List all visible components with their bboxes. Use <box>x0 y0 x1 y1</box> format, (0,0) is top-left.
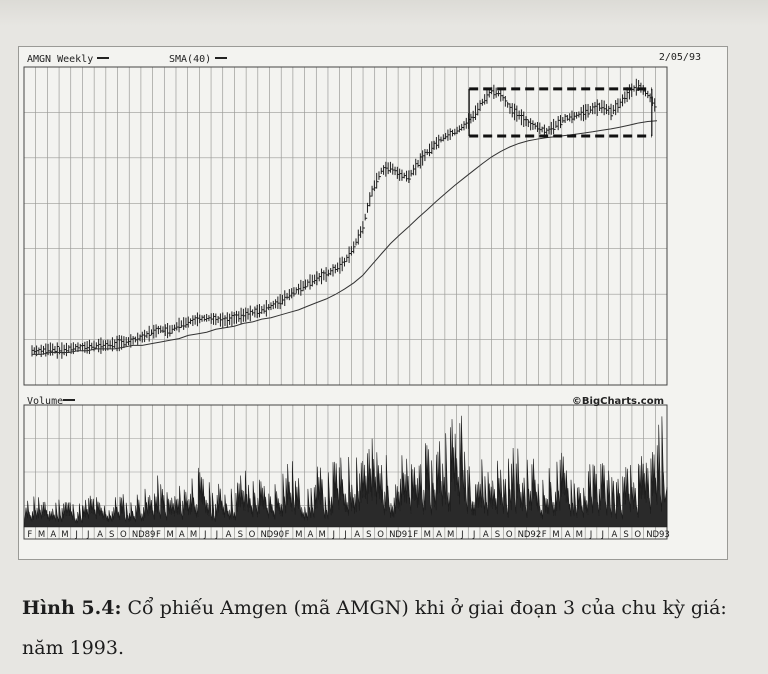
x-tick-label: O <box>506 530 513 540</box>
x-tick-label: A <box>611 530 617 540</box>
price-legend-swatch <box>97 57 109 59</box>
sma-40-line <box>32 120 658 355</box>
x-tick-label: J <box>203 530 207 540</box>
x-tick-label: J <box>600 530 604 540</box>
sma-legend-label: SMA(40) <box>169 54 211 65</box>
price-panel-title: AMGN Weekly <box>27 54 93 65</box>
x-tick-label: F <box>156 530 161 540</box>
x-tick-label: M <box>61 530 68 540</box>
x-tick-label: O <box>249 530 256 540</box>
volume-panel-frame <box>23 404 668 540</box>
x-tick-label: F <box>413 530 418 540</box>
volume-tick-labels: F M A M J J A S O N D89 F M A M J J A S O N D90 F M A M J J A S O N D91 F… <box>27 530 669 540</box>
sma-legend-swatch <box>215 57 227 59</box>
price-series-bars <box>31 78 657 359</box>
volume-area <box>23 415 668 528</box>
volume-legend-swatch <box>63 399 75 401</box>
x-tick-label: A <box>179 530 185 540</box>
x-tick-label: F <box>285 530 290 540</box>
x-tick-label: S <box>495 530 500 540</box>
x-tick-label: O <box>634 530 641 540</box>
x-tick-label: A <box>226 530 232 540</box>
x-tick-label: A <box>565 530 571 540</box>
x-tick-label: M <box>447 530 454 540</box>
x-tick-label: N <box>132 530 138 540</box>
x-tick-label: S <box>623 530 628 540</box>
x-tick-label: O <box>120 530 127 540</box>
x-tick-label: J <box>472 530 476 540</box>
x-tick-label: N <box>518 530 524 540</box>
x-tick-label: J <box>215 530 219 540</box>
x-tick-label: N <box>260 530 266 540</box>
x-tick-label: O <box>377 530 384 540</box>
price-grid <box>24 67 667 385</box>
x-tick-label: A <box>436 530 442 540</box>
x-tick-label: M <box>424 530 431 540</box>
top-range-box <box>468 87 653 138</box>
x-tick-label: J <box>343 530 347 540</box>
page-top-edge <box>0 0 768 26</box>
x-tick-label: A <box>354 530 360 540</box>
x-tick-label: S <box>238 530 243 540</box>
x-tick-label: M <box>552 530 559 540</box>
x-tick-label: A <box>308 530 314 540</box>
x-tick-label: N <box>646 530 652 540</box>
x-tick-label: A <box>50 530 56 540</box>
x-tick-label: S <box>366 530 371 540</box>
x-tick-label: N <box>389 530 395 540</box>
x-tick-label: D89 <box>138 530 155 540</box>
x-tick-label: J <box>86 530 90 540</box>
x-tick-label: F <box>542 530 547 540</box>
x-tick-label: M <box>166 530 173 540</box>
x-tick-label: M <box>318 530 325 540</box>
bigcharts-watermark: ©BigCharts.com <box>572 396 664 407</box>
x-tick-label: J <box>589 530 593 540</box>
x-tick-label: F <box>27 530 32 540</box>
x-tick-label: D92 <box>524 530 541 540</box>
x-tick-label: M <box>295 530 302 540</box>
caption-label: Hình 5.4: <box>22 597 122 619</box>
chart-svg: AMGN Weekly SMA(40) 2/05/93 Volume ©BigC… <box>23 52 701 540</box>
figure-caption: Hình 5.4: Cổ phiếu Amgen (mã AMGN) khi ở… <box>22 588 742 668</box>
volume-panel-title: Volume <box>27 396 63 407</box>
x-tick-label: J <box>74 530 78 540</box>
x-tick-label: M <box>576 530 583 540</box>
x-tick-label: M <box>38 530 45 540</box>
price-panel-frame <box>23 66 668 386</box>
chart-figure: AMGN Weekly SMA(40) 2/05/93 Volume ©BigC… <box>18 46 728 560</box>
x-tick-label: J <box>332 530 336 540</box>
caption-text: Cổ phiếu Amgen (mã AMGN) khi ở giai đoạn… <box>22 597 727 659</box>
x-tick-label: J <box>460 530 464 540</box>
x-tick-label: D91 <box>395 530 412 540</box>
chart-date: 2/05/93 <box>659 52 701 63</box>
x-tick-label: M <box>190 530 197 540</box>
x-tick-label: A <box>97 530 103 540</box>
x-tick-label: S <box>109 530 114 540</box>
x-tick-label: D90 <box>267 530 284 540</box>
x-tick-label: A <box>483 530 489 540</box>
x-tick-label: D93 <box>652 530 669 540</box>
